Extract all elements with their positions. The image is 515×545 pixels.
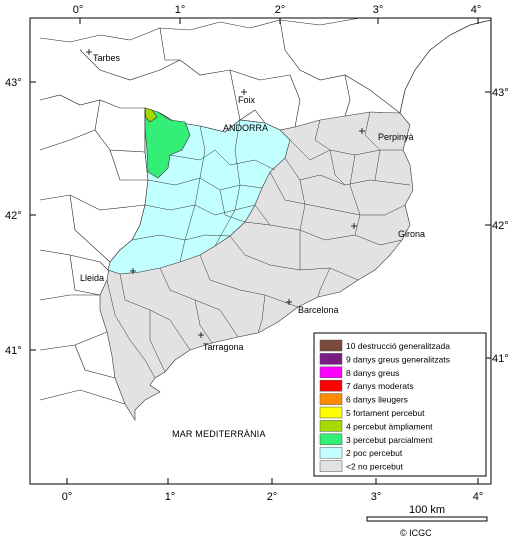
legend-label-3: 7 danys moderats [346,381,414,391]
lon-label-top-1: 1° [175,4,186,16]
legend-frame [313,332,487,477]
scale-bar-rect [366,516,488,522]
legend-swatch-4 [319,393,343,405]
region-percebut-ampliament [144,107,158,123]
lat-label-left-42: 42° [5,210,22,222]
place-foix: Foix [238,95,256,105]
legend-swatch-0 [319,339,343,352]
legend-swatch-1 [319,353,343,365]
credit-text: © ICGC [400,528,432,538]
legend-swatch-2 [319,366,343,379]
lat-label-right-42: 42° [492,220,509,232]
place-barcelona: Barcelona [298,305,339,315]
lon-label-top-3: 3° [373,4,384,16]
lat-label-right-41: 41° [492,353,509,365]
place-perpinya: Perpinyà [378,132,414,142]
lon-label-bottom-1: 1° [165,491,176,503]
lon-label-top-2: 2° [275,4,286,16]
legend-label-0: 10 destrucció generalitzada [346,341,450,351]
city-markers [86,49,365,338]
lat-label-right-43: 43° [492,87,509,99]
comarca-boundaries [106,111,411,379]
legend-label-7: 3 percebut parcialment [346,435,433,445]
place-tarbes: Tarbes [93,53,121,63]
scale-label: 100 km [409,504,445,516]
lon-label-bottom-0: 0° [62,491,73,503]
legend-label-4: 6 danys lleugers [346,395,408,405]
lon-label-top-0: 0° [73,4,84,16]
legend-swatch-3 [319,379,343,392]
legend: 10 destrucció generalitzada 9 danys greus… [313,332,487,477]
graticule-ticks [30,18,491,484]
lon-label-bottom-4: 4° [473,491,484,503]
place-tarragona: Tarragona [203,342,244,352]
lon-label-bottom-3: 3° [371,491,382,503]
legend-swatch-7 [319,433,343,446]
legend-swatch-5 [319,406,343,419]
legend-label-2: 8 danys greus [346,368,399,378]
place-sea: MAR MEDITERRÀNIA [172,429,266,439]
lat-label-left-43: 43° [5,77,22,89]
lat-label-left-41: 41° [5,345,22,357]
scale-bar: 100 km [366,504,488,522]
lon-label-bottom-2: 2° [267,491,278,503]
place-andorra: ANDORRA [223,123,268,133]
legend-label-5: 5 fortament percebut [346,408,425,418]
legend-swatch-9 [319,460,343,472]
legend-swatch-8 [319,446,343,459]
lon-label-top-4: 4° [471,4,482,16]
place-lleida: Lleida [80,273,104,283]
legend-label-8: 2 poc percebut [346,448,403,458]
legend-label-6: 4 percebut àmpliament [346,421,433,431]
place-girona: Girona [398,229,425,239]
external-borders [39,17,401,405]
legend-swatch-6 [319,420,343,432]
legend-label-1: 9 danys greus generalitzats [346,354,450,364]
legend-label-9: <2 no percebut [346,462,404,472]
coastline-france [399,19,492,114]
